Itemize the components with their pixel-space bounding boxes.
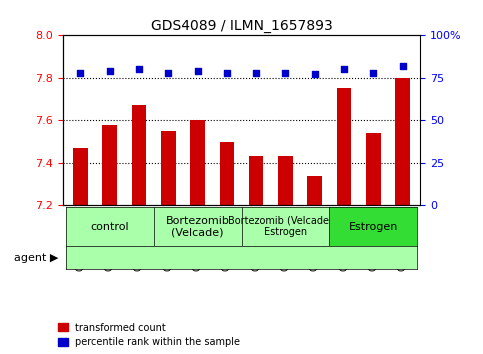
Text: Estrogen: Estrogen [349, 222, 398, 232]
Bar [190, 120, 205, 354]
Point [194, 68, 201, 74]
Text: Bortezomib (Velcade) +
Estrogen: Bortezomib (Velcade) + Estrogen [227, 216, 343, 238]
Bar [73, 148, 88, 354]
Text: agent ▶: agent ▶ [14, 252, 58, 263]
Title: GDS4089 / ILMN_1657893: GDS4089 / ILMN_1657893 [151, 19, 332, 33]
Legend: transformed count, percentile rank within the sample: transformed count, percentile rank withi… [58, 322, 241, 347]
Bar [395, 78, 410, 354]
Bar [366, 133, 381, 354]
Point [340, 67, 348, 72]
Bar [278, 156, 293, 354]
Point [164, 70, 172, 76]
Bar [337, 88, 351, 354]
Bar [132, 105, 146, 354]
Point [223, 70, 231, 76]
Bar [220, 142, 234, 354]
Point [252, 70, 260, 76]
Point [106, 68, 114, 74]
Point [369, 70, 377, 76]
Point [76, 70, 84, 76]
Bar [249, 156, 263, 354]
Bar [307, 176, 322, 354]
Point [135, 67, 143, 72]
Point [282, 70, 289, 76]
Bar [161, 131, 176, 354]
Text: Bortezomib
(Velcade): Bortezomib (Velcade) [166, 216, 229, 238]
Point [399, 63, 407, 69]
Bar [102, 125, 117, 354]
Text: control: control [90, 222, 129, 232]
Point [311, 72, 319, 77]
